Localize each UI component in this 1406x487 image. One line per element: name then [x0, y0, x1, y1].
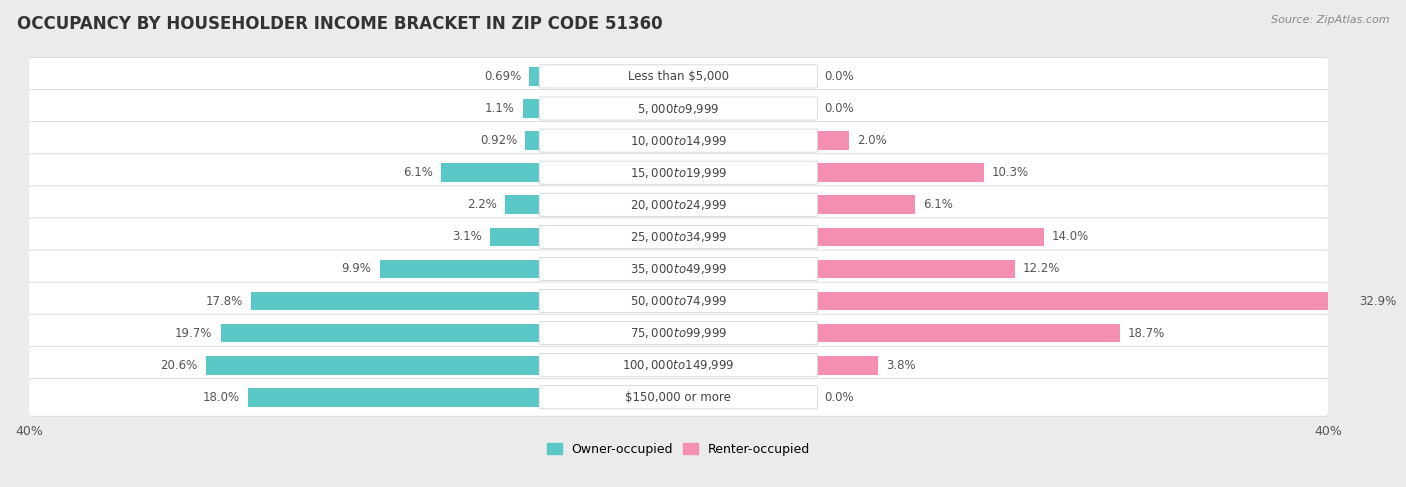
Legend: Owner-occupied, Renter-occupied: Owner-occupied, Renter-occupied [541, 438, 815, 461]
Text: OCCUPANCY BY HOUSEHOLDER INCOME BRACKET IN ZIP CODE 51360: OCCUPANCY BY HOUSEHOLDER INCOME BRACKET … [17, 15, 662, 33]
FancyBboxPatch shape [28, 378, 1329, 416]
Text: 6.1%: 6.1% [924, 198, 953, 211]
Bar [817, 163, 984, 182]
Bar [817, 356, 879, 375]
Bar [441, 163, 540, 182]
Bar [247, 388, 540, 407]
FancyBboxPatch shape [538, 354, 818, 377]
Bar [817, 324, 1121, 342]
FancyBboxPatch shape [28, 314, 1329, 352]
Text: 0.69%: 0.69% [484, 70, 522, 83]
FancyBboxPatch shape [538, 97, 818, 120]
Bar [817, 131, 849, 150]
FancyBboxPatch shape [28, 346, 1329, 384]
Bar [505, 195, 540, 214]
Bar [526, 131, 540, 150]
FancyBboxPatch shape [538, 321, 818, 345]
FancyBboxPatch shape [538, 65, 818, 88]
Text: $10,000 to $14,999: $10,000 to $14,999 [630, 133, 727, 148]
Text: $25,000 to $34,999: $25,000 to $34,999 [630, 230, 727, 244]
Text: 0.92%: 0.92% [479, 134, 517, 147]
Text: Source: ZipAtlas.com: Source: ZipAtlas.com [1271, 15, 1389, 25]
Bar [252, 292, 540, 310]
FancyBboxPatch shape [538, 193, 818, 216]
Text: 3.8%: 3.8% [886, 359, 915, 372]
Text: 18.0%: 18.0% [202, 391, 240, 404]
Text: $5,000 to $9,999: $5,000 to $9,999 [637, 101, 720, 115]
Bar [205, 356, 540, 375]
FancyBboxPatch shape [538, 129, 818, 152]
Text: 6.1%: 6.1% [404, 166, 433, 179]
Bar [491, 227, 540, 246]
Bar [817, 292, 1351, 310]
Bar [529, 67, 540, 86]
Text: 18.7%: 18.7% [1128, 327, 1166, 339]
Bar [817, 260, 1015, 278]
FancyBboxPatch shape [28, 282, 1329, 320]
Text: $150,000 or more: $150,000 or more [626, 391, 731, 404]
Text: 17.8%: 17.8% [207, 295, 243, 307]
Bar [523, 99, 540, 118]
FancyBboxPatch shape [28, 218, 1329, 256]
Text: $20,000 to $24,999: $20,000 to $24,999 [630, 198, 727, 212]
Text: 19.7%: 19.7% [174, 327, 212, 339]
Text: Less than $5,000: Less than $5,000 [628, 70, 728, 83]
Text: 20.6%: 20.6% [160, 359, 198, 372]
Text: 32.9%: 32.9% [1358, 295, 1396, 307]
FancyBboxPatch shape [538, 161, 818, 184]
Bar [817, 195, 915, 214]
Bar [221, 324, 540, 342]
FancyBboxPatch shape [28, 250, 1329, 288]
Text: $50,000 to $74,999: $50,000 to $74,999 [630, 294, 727, 308]
Text: $75,000 to $99,999: $75,000 to $99,999 [630, 326, 727, 340]
Text: $35,000 to $49,999: $35,000 to $49,999 [630, 262, 727, 276]
Text: 2.2%: 2.2% [467, 198, 496, 211]
Text: 0.0%: 0.0% [824, 391, 855, 404]
Bar [817, 227, 1043, 246]
Text: 2.0%: 2.0% [858, 134, 887, 147]
FancyBboxPatch shape [538, 225, 818, 248]
FancyBboxPatch shape [28, 186, 1329, 224]
Text: 0.0%: 0.0% [824, 70, 855, 83]
Text: 12.2%: 12.2% [1022, 262, 1060, 276]
Text: 3.1%: 3.1% [453, 230, 482, 244]
FancyBboxPatch shape [538, 258, 818, 281]
Text: 1.1%: 1.1% [485, 102, 515, 115]
FancyBboxPatch shape [28, 122, 1329, 160]
Text: $100,000 to $149,999: $100,000 to $149,999 [623, 358, 734, 372]
FancyBboxPatch shape [28, 57, 1329, 95]
FancyBboxPatch shape [538, 386, 818, 409]
Text: 10.3%: 10.3% [991, 166, 1029, 179]
Text: 14.0%: 14.0% [1052, 230, 1090, 244]
Text: 0.0%: 0.0% [824, 102, 855, 115]
FancyBboxPatch shape [538, 289, 818, 313]
FancyBboxPatch shape [28, 90, 1329, 128]
FancyBboxPatch shape [28, 154, 1329, 191]
Text: 9.9%: 9.9% [342, 262, 371, 276]
Text: $15,000 to $19,999: $15,000 to $19,999 [630, 166, 727, 180]
Bar [380, 260, 540, 278]
